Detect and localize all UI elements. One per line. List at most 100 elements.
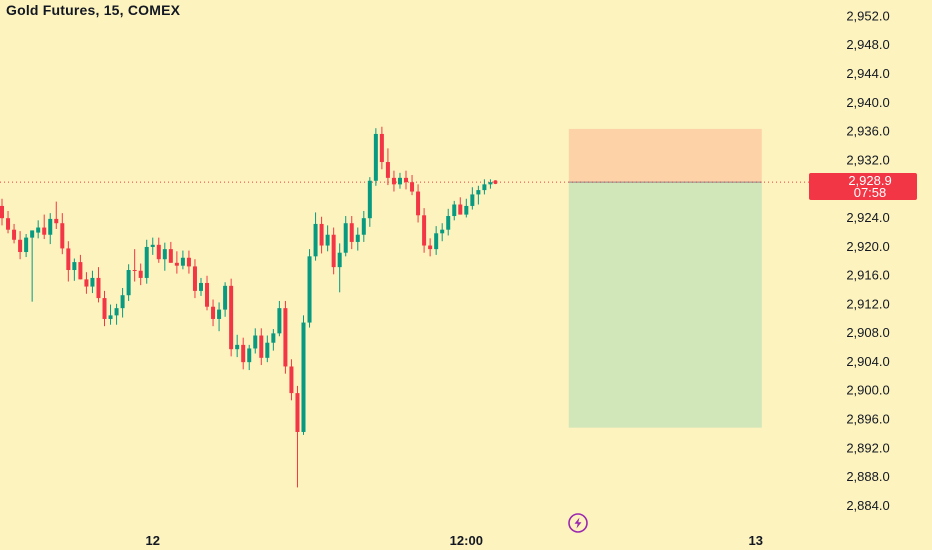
candle-body — [0, 205, 4, 219]
y-tick-label: 2,932.0 — [846, 152, 889, 167]
candle-body — [331, 234, 336, 268]
candle — [428, 238, 433, 257]
y-tick-label: 2,884.0 — [846, 498, 889, 513]
candle — [217, 302, 222, 332]
candle-body — [12, 229, 17, 240]
candle — [410, 174, 415, 196]
candle — [18, 231, 23, 260]
chart-title: Gold Futures, 15, COMEX — [6, 2, 181, 18]
candle-body — [205, 282, 210, 307]
candle-body — [90, 277, 95, 287]
y-tick-label: 2,940.0 — [846, 95, 889, 110]
y-tick-label: 2,912.0 — [846, 296, 889, 311]
candle — [72, 258, 77, 281]
candle-body — [343, 223, 348, 253]
candle-body — [48, 218, 53, 235]
candle-body — [313, 223, 318, 257]
x-tick-label: 12:00 — [450, 533, 483, 548]
lightning-icon[interactable] — [568, 513, 588, 533]
candle-body — [367, 180, 372, 219]
candle-body — [30, 230, 35, 238]
price-badge: 2,928.9 07:58 — [809, 173, 917, 200]
candle-body — [385, 162, 390, 178]
candle-body — [235, 344, 240, 350]
candle — [132, 249, 137, 282]
candle — [355, 227, 360, 251]
candle — [66, 241, 71, 282]
candle — [205, 275, 210, 311]
candle-body — [446, 216, 451, 230]
candle-body — [241, 344, 246, 363]
candle-body — [180, 257, 185, 266]
candle-body — [422, 215, 427, 246]
candle-body — [373, 133, 378, 181]
time-axis[interactable]: 12 12:00 13 — [146, 533, 763, 548]
candle — [12, 223, 17, 244]
candle-body — [416, 191, 421, 216]
candle — [30, 230, 35, 302]
price-badge-bg — [809, 173, 917, 200]
candle-body — [452, 204, 457, 217]
candle — [331, 227, 336, 275]
y-tick-label: 2,944.0 — [846, 66, 889, 81]
candle — [361, 210, 366, 242]
candle — [90, 270, 95, 294]
candle — [458, 197, 463, 215]
candle-body — [138, 270, 143, 278]
candle — [277, 300, 282, 337]
candles — [0, 126, 498, 488]
candle-body — [198, 282, 203, 291]
candle — [367, 177, 372, 227]
candle-body — [283, 308, 288, 367]
candle — [54, 201, 59, 229]
take-profit-zone[interactable] — [568, 182, 762, 428]
candle-body — [18, 239, 23, 253]
lightning-icon-bolt — [574, 517, 582, 529]
candle-body — [174, 262, 179, 266]
candle-body — [223, 285, 228, 310]
candle — [422, 208, 427, 253]
candle — [78, 254, 83, 280]
candle — [162, 242, 167, 271]
candle-body — [337, 252, 342, 268]
candle-body — [144, 246, 149, 278]
candle-body — [211, 306, 216, 319]
candle — [120, 288, 125, 318]
stop-loss-zone[interactable] — [568, 128, 762, 183]
candle-body — [247, 348, 252, 363]
candle — [416, 184, 421, 223]
candle-body — [470, 194, 475, 206]
price-axis[interactable]: 2,952.0 2,948.0 2,944.0 2,940.0 2,936.0 2,932… — [846, 8, 889, 513]
candle — [482, 179, 487, 195]
candle — [271, 329, 276, 351]
candle — [265, 335, 270, 363]
candle-body — [277, 308, 282, 334]
candle — [385, 148, 390, 186]
candle — [211, 299, 216, 327]
x-tick-label: 13 — [749, 533, 763, 548]
candle — [452, 200, 457, 221]
x-tick-label: 12 — [146, 533, 160, 548]
candle-body — [434, 233, 439, 250]
candle-body — [428, 245, 433, 250]
candle-body — [482, 184, 487, 191]
candle — [379, 126, 384, 170]
candle-body — [271, 333, 276, 343]
candle — [397, 172, 402, 189]
candle — [223, 282, 228, 317]
candle — [488, 179, 493, 189]
candle-body — [488, 182, 493, 185]
candle-body — [78, 262, 83, 280]
y-tick-label: 2,920.0 — [846, 239, 889, 254]
candle-body — [361, 218, 366, 235]
candle-body — [253, 335, 258, 349]
candle-body — [114, 308, 119, 316]
candle — [313, 212, 318, 261]
lightning-icon-ring — [568, 513, 588, 533]
candle — [174, 251, 179, 274]
candle-body — [301, 322, 306, 432]
price-badge-value: 2,928.9 — [848, 173, 891, 188]
candle-body — [458, 204, 463, 215]
